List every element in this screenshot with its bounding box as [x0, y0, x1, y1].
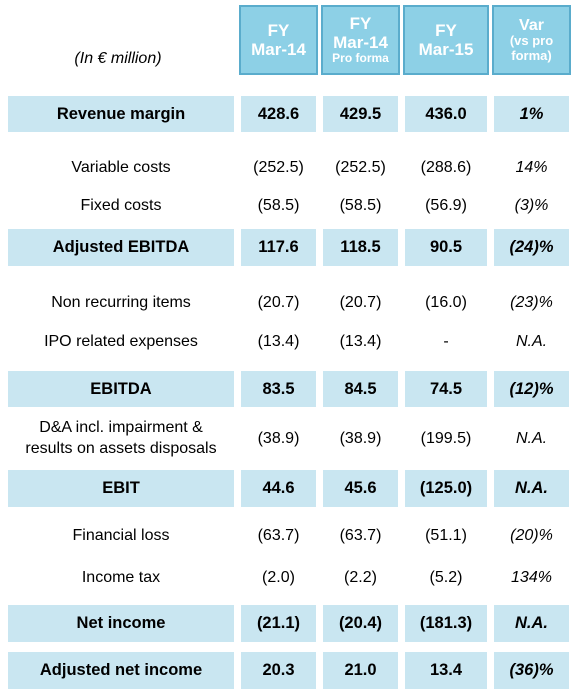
- value-fy-mar14-pro-forma: (13.4): [339, 333, 382, 350]
- row-variable-costs: Variable costs (252.5) (252.5) (288.6) 1…: [0, 150, 575, 186]
- row-label: Financial loss: [72, 527, 170, 544]
- value-fy-mar14: (38.9): [257, 430, 300, 447]
- row-label: Variable costs: [71, 159, 171, 176]
- row-da-impairment: D&A incl. impairment & results on assets…: [0, 413, 575, 465]
- header-line: Mar-15: [418, 40, 474, 59]
- value-fy-mar15: -: [443, 333, 449, 350]
- value-var: (12)%: [494, 371, 569, 407]
- value-fy-mar14-pro-forma: 84.5: [323, 371, 398, 407]
- value-fy-mar14-pro-forma: 45.6: [323, 470, 398, 507]
- value-fy-mar15: (125.0): [405, 470, 487, 507]
- column-header-var: Var (vs pro forma): [492, 5, 571, 75]
- header-line: FY: [267, 20, 290, 40]
- value-fy-mar14: (58.5): [257, 197, 300, 214]
- value-fy-mar14: (20.7): [257, 294, 300, 311]
- value-fy-mar14: 83.5: [241, 371, 316, 407]
- value-fy-mar15: (181.3): [405, 605, 487, 642]
- value-fy-mar15: (56.9): [425, 197, 467, 214]
- header-line: FY: [435, 20, 457, 40]
- value-fy-mar14: 428.6: [241, 96, 316, 132]
- value-fy-mar15: (288.6): [420, 159, 472, 176]
- row-label: Revenue margin: [8, 96, 234, 132]
- row-ipo-related-expenses: IPO related expenses (13.4) (13.4) - N.A…: [0, 324, 575, 360]
- value-var: (36)%: [494, 652, 569, 689]
- row-label: Fixed costs: [80, 197, 162, 214]
- value-fy-mar14-pro-forma: (63.7): [339, 527, 382, 544]
- header-line: Var: [519, 16, 544, 34]
- value-var: 134%: [511, 569, 552, 586]
- value-fy-mar15: 13.4: [405, 652, 487, 689]
- value-fy-mar15: (51.1): [425, 527, 467, 544]
- row-adjusted-ebitda: Adjusted EBITDA 117.6 118.5 90.5 (24)%: [0, 229, 575, 266]
- header-line: forma): [511, 47, 552, 63]
- row-fixed-costs: Fixed costs (58.5) (58.5) (56.9) (3)%: [0, 188, 575, 224]
- row-income-tax: Income tax (2.0) (2.2) (5.2) 134%: [0, 560, 575, 596]
- value-fy-mar14: (2.0): [262, 569, 295, 586]
- value-fy-mar15: (16.0): [425, 294, 467, 311]
- value-fy-mar14-pro-forma: (20.4): [323, 605, 398, 642]
- value-var: (3)%: [514, 197, 549, 214]
- row-label: Adjusted net income: [8, 652, 234, 689]
- value-var: N.A.: [494, 470, 569, 507]
- value-fy-mar14-pro-forma: (58.5): [339, 197, 382, 214]
- row-ebit: EBIT 44.6 45.6 (125.0) N.A.: [0, 470, 575, 507]
- value-fy-mar15: 74.5: [405, 371, 487, 407]
- value-var: N.A.: [515, 430, 548, 447]
- value-fy-mar15: 436.0: [405, 96, 487, 132]
- row-label: Income tax: [81, 569, 161, 586]
- value-fy-mar14-pro-forma: (252.5): [335, 159, 386, 176]
- column-header-fy-mar14: FY Mar-14: [239, 5, 318, 75]
- value-fy-mar14: (21.1): [241, 605, 316, 642]
- value-fy-mar14: (13.4): [257, 333, 300, 350]
- value-fy-mar14-pro-forma: (38.9): [339, 430, 382, 447]
- value-var: N.A.: [515, 333, 548, 350]
- value-var: (20)%: [510, 527, 553, 544]
- row-label: EBITDA: [8, 371, 234, 407]
- row-label: IPO related expenses: [44, 333, 198, 350]
- header-line: Mar-14: [333, 33, 388, 53]
- header-line: (vs pro: [509, 33, 554, 49]
- value-fy-mar15: 90.5: [405, 229, 487, 266]
- value-var: N.A.: [494, 605, 569, 642]
- header-line: Pro forma: [332, 51, 389, 66]
- value-fy-mar14-pro-forma: 429.5: [323, 96, 398, 132]
- column-header-fy-mar15: FY Mar-15: [403, 5, 489, 75]
- value-fy-mar14-pro-forma: 118.5: [323, 229, 398, 266]
- value-fy-mar14-pro-forma: (20.7): [339, 294, 382, 311]
- value-fy-mar14: (63.7): [257, 527, 300, 544]
- row-ebitda: EBITDA 83.5 84.5 74.5 (12)%: [0, 371, 575, 407]
- unit-label: (In € million): [74, 50, 162, 67]
- value-var: 14%: [515, 159, 548, 176]
- value-fy-mar14: 117.6: [241, 229, 316, 266]
- value-var: (23)%: [510, 294, 553, 311]
- row-net-income: Net income (21.1) (20.4) (181.3) N.A.: [0, 605, 575, 642]
- value-fy-mar14: 20.3: [241, 652, 316, 689]
- value-fy-mar14: 44.6: [241, 470, 316, 507]
- row-financial-loss: Financial loss (63.7) (63.7) (51.1) (20)…: [0, 518, 575, 554]
- value-fy-mar14-pro-forma: (2.2): [344, 569, 377, 586]
- row-adjusted-net-income: Adjusted net income 20.3 21.0 13.4 (36)%: [0, 652, 575, 689]
- row-label: EBIT: [8, 470, 234, 507]
- row-label: Adjusted EBITDA: [8, 229, 234, 266]
- header-line: FY: [349, 14, 372, 34]
- header-line: Mar-14: [251, 40, 306, 59]
- column-header-fy-mar14-pro-forma: FY Mar-14 Pro forma: [321, 5, 400, 75]
- row-label: D&A incl. impairment & results on assets…: [8, 413, 234, 465]
- value-var: (24)%: [494, 229, 569, 266]
- row-label-line: D&A incl. impairment &: [39, 419, 203, 437]
- row-label-line: results on assets disposals: [25, 440, 217, 457]
- row-label: Net income: [8, 605, 234, 642]
- row-label: Non recurring items: [51, 294, 191, 311]
- value-fy-mar14-pro-forma: 21.0: [323, 652, 398, 689]
- value-fy-mar15: (5.2): [429, 569, 463, 586]
- value-var: 1%: [494, 96, 569, 132]
- value-fy-mar14: (252.5): [253, 159, 304, 176]
- value-fy-mar15: (199.5): [420, 430, 472, 447]
- row-non-recurring-items: Non recurring items (20.7) (20.7) (16.0)…: [0, 285, 575, 321]
- row-revenue-margin: Revenue margin 428.6 429.5 436.0 1%: [0, 96, 575, 132]
